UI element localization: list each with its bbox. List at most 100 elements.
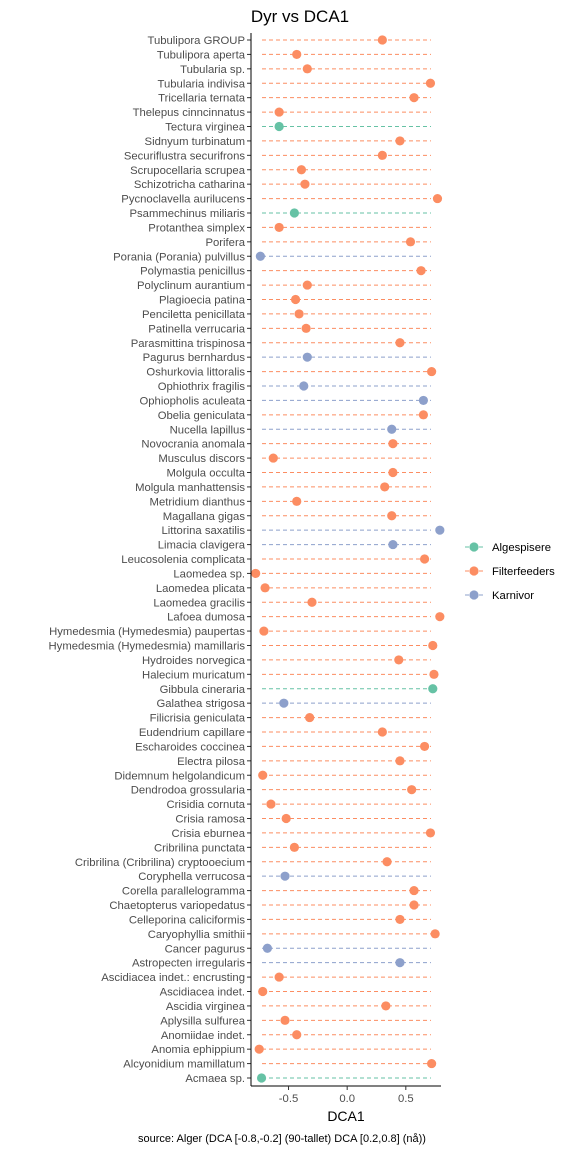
- data-point: [435, 525, 445, 535]
- data-point: [407, 785, 417, 795]
- data-point: [425, 78, 436, 88]
- y-tick-label: Chaetopterus variopedatus: [109, 900, 245, 912]
- data-point: [289, 842, 299, 852]
- y-tick-label: Ophiothrix fragilis: [158, 381, 246, 393]
- data-point: [395, 136, 405, 146]
- data-point: [256, 1073, 267, 1083]
- data-point: [266, 799, 276, 809]
- y-tick-label: Plagioecia patina: [159, 295, 246, 307]
- data-point: [258, 986, 268, 997]
- legend-key-dot: [469, 590, 479, 600]
- data-point: [425, 828, 436, 838]
- data-point: [377, 35, 387, 45]
- chart-caption: source: Alger (DCA [-0.8,-0.2] (90-talle…: [138, 1133, 426, 1145]
- data-point: [430, 929, 440, 939]
- legend-key-dot: [469, 566, 479, 576]
- data-point: [388, 439, 398, 449]
- y-tick-label: Aplysilla sulfurea: [160, 1015, 245, 1027]
- chart-title: Dyr vs DCA1: [251, 7, 349, 26]
- y-tick-label: Tectura virginea: [165, 122, 245, 134]
- data-point: [294, 309, 304, 319]
- data-point: [280, 871, 290, 881]
- data-point: [428, 640, 438, 651]
- y-tick-label: Limacia clavigera: [158, 540, 246, 552]
- legend-label: Karnivor: [492, 590, 534, 602]
- y-tick-label: Anomiidae indet.: [161, 1030, 245, 1042]
- y-tick-label: Caryophyllia smithii: [148, 929, 245, 941]
- data-point: [274, 107, 284, 117]
- y-tick-label: Sidnyum turbinatum: [145, 136, 245, 148]
- y-tick-label: Molgula occulta: [167, 468, 246, 480]
- y-tick-label: Acmaea sp.: [185, 1073, 245, 1085]
- y-tick-label: Tubularia sp.: [180, 64, 245, 76]
- y-tick-label: Magallana gigas: [163, 511, 246, 523]
- data-point: [296, 165, 307, 175]
- y-tick-label: Ascidiacea indet.: encrusting: [101, 972, 245, 984]
- y-tick-label: Corella parallelogramma: [122, 886, 246, 898]
- y-tick-label: Penciletta penicillata: [142, 309, 246, 321]
- data-point: [382, 857, 392, 867]
- y-tick-label: Novocrania anomala: [141, 439, 245, 451]
- y-tick-label: Laomedea plicata: [156, 583, 246, 595]
- y-tick-label: Scrupocellaria scrupea: [130, 165, 246, 177]
- x-tick-label: -0.5: [279, 1093, 298, 1105]
- data-point: [260, 583, 270, 593]
- data-point: [387, 511, 397, 521]
- data-point: [262, 943, 273, 953]
- y-tick-label: Porifera: [205, 237, 245, 249]
- y-tick-label: Psammechinus miliaris: [129, 208, 245, 220]
- data-point: [377, 727, 387, 737]
- y-tick-label: Gibbula cineraria: [160, 684, 246, 696]
- y-tick-label: Tricellaria ternata: [158, 93, 246, 105]
- data-point: [427, 366, 437, 377]
- data-point: [394, 655, 404, 665]
- y-tick-label: Alcyonidium mamillatum: [123, 1059, 245, 1071]
- data-point: [290, 294, 301, 305]
- data-point: [301, 323, 311, 333]
- y-tick-label: Cancer pagurus: [165, 943, 246, 955]
- y-tick-label: Polyclinum aurantium: [137, 280, 245, 292]
- data-point: [395, 338, 405, 348]
- y-tick-label: Dendrodoa grossularia: [131, 785, 246, 797]
- y-tick-label: Pycnoclavella aurilucens: [121, 194, 245, 206]
- y-tick-label: Cribrilina (Cribrilina) cryptooecium: [75, 857, 245, 869]
- data-point: [405, 237, 416, 247]
- data-point: [395, 914, 405, 925]
- data-point: [280, 1015, 290, 1025]
- data-point: [419, 741, 430, 752]
- x-tick-label: 0.5: [398, 1093, 414, 1105]
- y-tick-label: Patinella verrucaria: [148, 323, 245, 335]
- y-tick-label: Leucosolenia complicata: [121, 554, 245, 566]
- y-tick-label: Crisia eburnea: [172, 828, 246, 840]
- data-point: [409, 900, 419, 910]
- y-tick-label: Pagurus bernhardus: [143, 352, 246, 364]
- y-tick-label: Porania (Porania) pulvillus: [113, 251, 245, 263]
- data-point: [302, 64, 312, 74]
- data-point: [435, 612, 445, 622]
- data-point: [418, 395, 429, 406]
- y-tick-label: Electra pilosa: [177, 756, 246, 768]
- data-point: [432, 193, 443, 204]
- data-point: [388, 467, 398, 478]
- data-point: [305, 712, 315, 723]
- y-tick-label: Protanthea simplex: [148, 222, 245, 234]
- y-tick-label: Anomia ephippium: [151, 1044, 245, 1056]
- y-tick-label: Celleporina caliciformis: [129, 914, 245, 926]
- y-tick-label: Hymedesmia (Hymedesmia) paupertas: [49, 626, 245, 638]
- axes-layer: -0.5 0.0 0.5: [250, 33, 441, 1105]
- y-tick-label: Laomedea sp.: [173, 568, 245, 580]
- y-tick-label: Coryphella verrucosa: [138, 871, 245, 883]
- legend-label: Filterfeeders: [492, 566, 555, 578]
- data-point: [380, 482, 390, 492]
- y-tick-label: Molgula manhattensis: [135, 482, 245, 494]
- y-tick-label: Hydroides norvegica: [142, 655, 246, 667]
- data-point: [377, 150, 387, 160]
- data-point: [274, 121, 284, 132]
- data-point: [307, 597, 317, 607]
- data-point: [395, 958, 405, 968]
- data-point: [388, 539, 398, 550]
- data-point: [299, 381, 309, 391]
- data-point: [274, 222, 284, 233]
